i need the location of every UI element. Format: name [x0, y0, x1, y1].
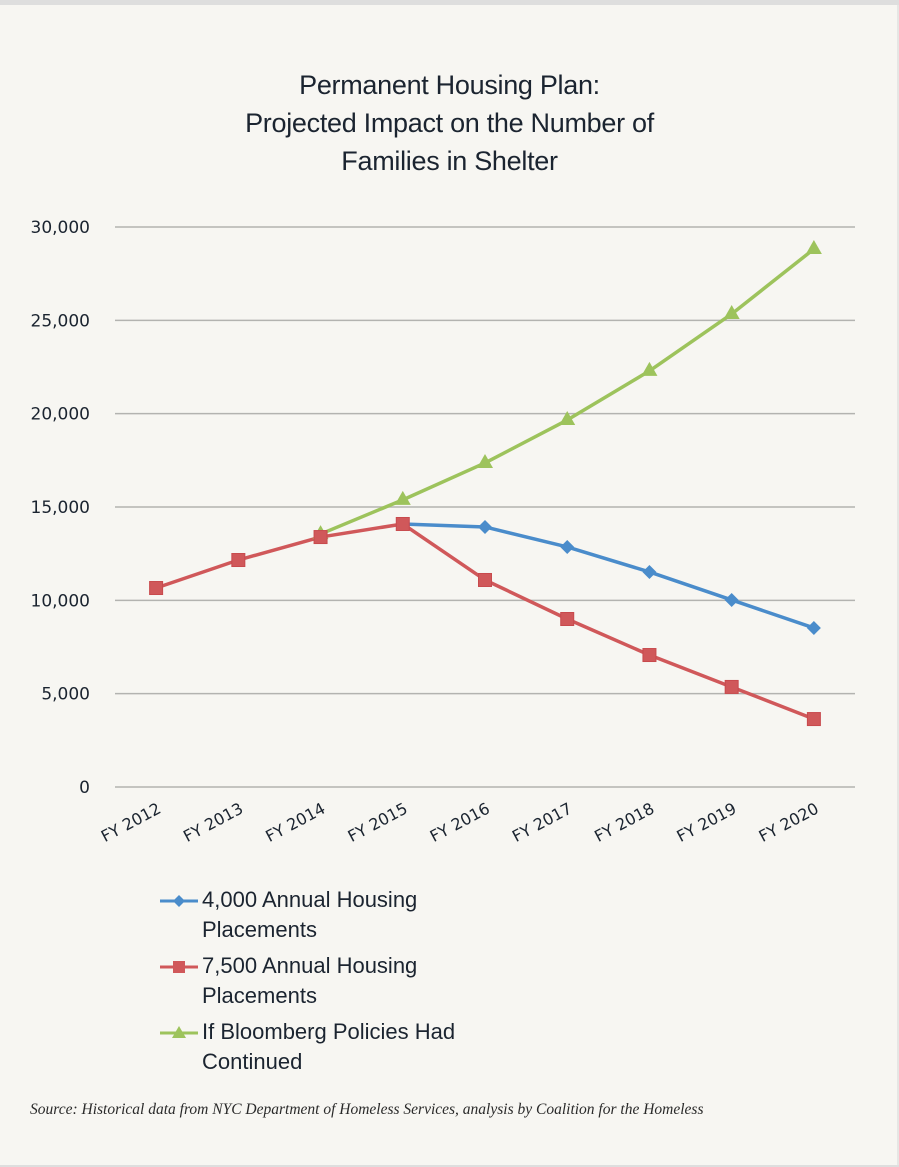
gridlines [115, 226, 855, 788]
y-tick-label: 30,000 [31, 218, 90, 238]
data-point-triangle [559, 411, 576, 426]
data-point-triangle [805, 240, 822, 255]
x-tick-label: FY 2014 [262, 799, 328, 846]
y-tick-label: 5,000 [41, 685, 90, 705]
data-point-triangle [723, 304, 740, 319]
data-point-diamond [724, 592, 739, 607]
x-tick-label: FY 2013 [180, 799, 246, 846]
y-tick-label: 25,000 [31, 311, 90, 331]
y-tick-label: 0 [79, 778, 90, 798]
series-line [319, 247, 815, 536]
y-axis-ticks: 0 5,000 10,000 15,000 20,000 25,000 30,000 [31, 218, 90, 798]
source-note: Source: Historical data from NYC Departm… [30, 1101, 704, 1118]
legend-label: If Bloomberg Policies Had Continued [202, 1017, 522, 1077]
y-tick-label: 20,000 [31, 405, 90, 425]
data-point-square [395, 516, 410, 531]
data-point-square [642, 648, 657, 663]
series-line [155, 522, 815, 721]
data-point-square [806, 712, 821, 727]
data-point-diamond [478, 519, 492, 534]
data-point-diamond [806, 620, 821, 635]
diamond-marker-icon [160, 895, 198, 907]
chart-title-line-2: Projected Impact on the Number of [245, 108, 654, 138]
x-tick-label: FY 2018 [591, 799, 657, 846]
data-point-triangle [394, 490, 411, 505]
x-tick-label: FY 2015 [345, 799, 411, 846]
data-point-square [313, 530, 328, 545]
data-point-diamond [642, 564, 657, 579]
x-axis-ticks: FY 2012 FY 2013 FY 2014 FY 2015 FY 2016 FY 20… [98, 799, 822, 846]
x-tick-label: FY 2019 [673, 799, 739, 846]
triangle-marker-icon [160, 1026, 198, 1038]
data-point-square [149, 581, 164, 596]
legend-label: 7,500 Annual Housing Placements [202, 953, 418, 1008]
x-tick-label: FY 2020 [756, 799, 822, 846]
line-chart: 0 5,000 10,000 15,000 20,000 25,000 30,000 FY … [31, 218, 855, 846]
chart-title: Permanent Housing Plan: Projected Impact… [0, 66, 899, 180]
x-tick-label: FY 2016 [427, 799, 493, 846]
legend-label: 4,000 Annual Housing Placements [202, 887, 418, 942]
data-point-diamond [560, 539, 575, 554]
x-tick-label: FY 2017 [509, 799, 575, 846]
data-point-square [560, 612, 575, 626]
y-tick-label: 10,000 [31, 591, 90, 611]
square-marker-icon [160, 961, 198, 973]
legend-label-line-2: Continued [202, 1049, 303, 1074]
data-point-square [231, 553, 246, 568]
y-tick-label: 15,000 [31, 498, 90, 518]
legend-label-line-1: If Bloomberg Policies Had [202, 1019, 456, 1044]
chart-title-line-3: Families in Shelter [341, 146, 558, 176]
data-point-square [724, 679, 739, 694]
data-point-triangle [641, 361, 658, 376]
data-point-triangle [477, 453, 493, 468]
chart-title-line-1: Permanent Housing Plan: [299, 70, 600, 100]
data-point-square [478, 572, 492, 587]
series-line [402, 522, 815, 630]
x-tick-label: FY 2012 [98, 799, 164, 846]
series-markers [149, 240, 822, 727]
series-lines [155, 247, 815, 721]
